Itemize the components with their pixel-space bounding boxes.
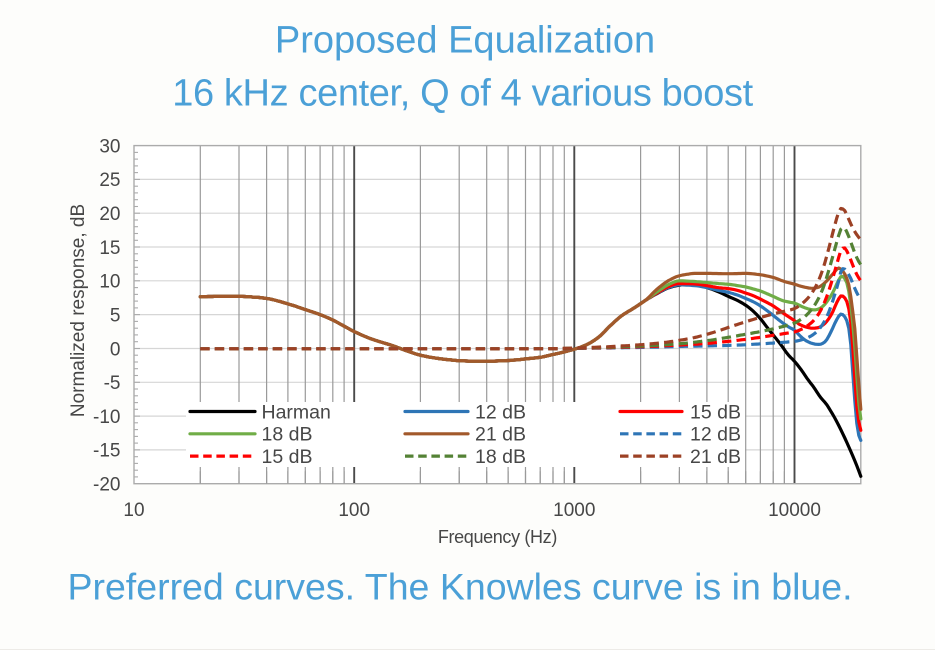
svg-text:10: 10: [123, 500, 144, 521]
svg-text:Proposed Equalization: Proposed Equalization: [275, 19, 655, 61]
svg-text:25: 25: [99, 170, 120, 191]
svg-text:0: 0: [110, 339, 121, 360]
svg-text:20: 20: [99, 204, 120, 225]
svg-text:5: 5: [110, 305, 121, 326]
svg-text:1000: 1000: [553, 500, 595, 521]
svg-text:15: 15: [99, 238, 120, 259]
svg-text:18 dB: 18 dB: [475, 446, 526, 468]
svg-text:Harman: Harman: [262, 401, 331, 423]
svg-text:-10: -10: [93, 407, 120, 428]
svg-text:16 kHz center, Q of 4 various: 16 kHz center, Q of 4 various boost: [172, 73, 753, 115]
svg-text:Frequency (Hz): Frequency (Hz): [438, 527, 557, 547]
svg-text:-5: -5: [104, 373, 121, 394]
svg-text:100: 100: [338, 500, 370, 521]
svg-text:-20: -20: [93, 475, 120, 496]
svg-text:Normalized response, dB: Normalized response, dB: [68, 204, 89, 417]
svg-text:10000: 10000: [768, 500, 821, 521]
svg-text:10: 10: [99, 272, 120, 293]
svg-text:15 dB: 15 dB: [262, 446, 313, 468]
svg-text:18 dB: 18 dB: [262, 424, 313, 446]
svg-text:21 dB: 21 dB: [475, 424, 526, 446]
svg-text:Preferred curves. The Knowles: Preferred curves. The Knowles curve is i…: [67, 566, 852, 608]
svg-text:12 dB: 12 dB: [475, 401, 526, 423]
svg-text:-15: -15: [93, 441, 120, 462]
svg-text:30: 30: [99, 136, 120, 157]
svg-text:15 dB: 15 dB: [690, 401, 741, 423]
svg-text:12 dB: 12 dB: [690, 424, 741, 446]
svg-text:21 dB: 21 dB: [690, 446, 741, 468]
